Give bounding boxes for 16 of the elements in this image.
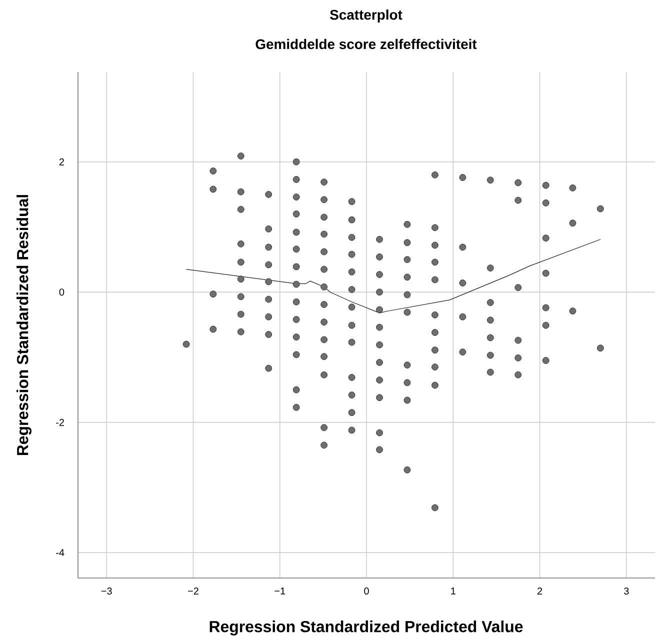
chart-title: Scatterplot (330, 9, 402, 22)
y-tick-label: -2 (56, 418, 64, 426)
x-tick-label: 1 (451, 588, 456, 594)
x-axis-title: Regression Standardized Predicted Value (210, 620, 523, 636)
y-axis-title: Regression Standardized Residual (16, 195, 32, 456)
x-tick-label: 0 (364, 588, 369, 595)
chart-subtitle: Gemiddelde score zelfeffectiviteit (256, 38, 477, 50)
y-tick-label: 0 (59, 288, 64, 296)
x-tick-label: 3 (624, 588, 629, 595)
y-tick-label: -4 (56, 549, 64, 556)
x-tick-label: −1 (274, 588, 286, 594)
y-tick-label: 2 (59, 158, 64, 166)
line-series (186, 239, 601, 314)
x-tick-label: −2 (188, 588, 198, 594)
x-tick-label: −3 (101, 588, 112, 595)
x-tick-label: 2 (538, 588, 542, 594)
